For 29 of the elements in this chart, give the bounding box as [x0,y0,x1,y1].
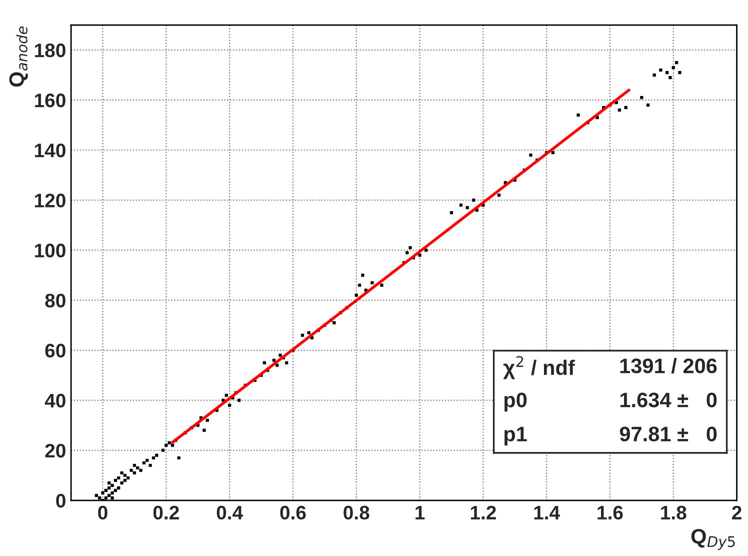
annotation: p0 [504,392,527,412]
x-tick-label: 0.2 [153,506,179,520]
y-tick-label: 80 [45,294,66,308]
annotation: p1 [504,426,527,446]
x-tick-label: 0.6 [280,506,306,520]
y-tick-label: 40 [44,394,66,408]
x-tick-label: 1.2 [470,506,496,520]
annotation: 1.634 ± 0 [620,392,717,408]
y-axis-title: Q$_{anode}$ [9,26,28,87]
x-tick-label: 0.4 [216,506,243,520]
y-tick-label: 20 [45,444,66,458]
x-tick-label: 1 [416,506,425,520]
x-tick-label: 0.8 [344,506,370,520]
y-tick-label: 160 [34,94,66,108]
y-tick-label: 120 [34,194,66,208]
y-tick-label: 180 [34,44,66,58]
y-tick-label: 60 [45,344,66,358]
y-tick-label: 140 [34,144,66,158]
y-tick-label: 0 [56,494,66,508]
annotation: χ$^{2}$ / ndf [503,356,575,380]
x-tick-label: 1.8 [661,506,686,520]
annotation: 1391 / 206 [620,358,717,374]
x-tick-label: 1.6 [598,506,623,520]
annotation: 97.81 ± 0 [620,426,717,442]
x-tick-label: 0 [98,506,108,520]
x-axis-title: Q$_{Dy5}$ [691,528,735,550]
y-tick-label: 100 [34,244,66,258]
x-tick-label: 2 [732,506,742,520]
x-tick-label: 1.4 [534,506,560,520]
